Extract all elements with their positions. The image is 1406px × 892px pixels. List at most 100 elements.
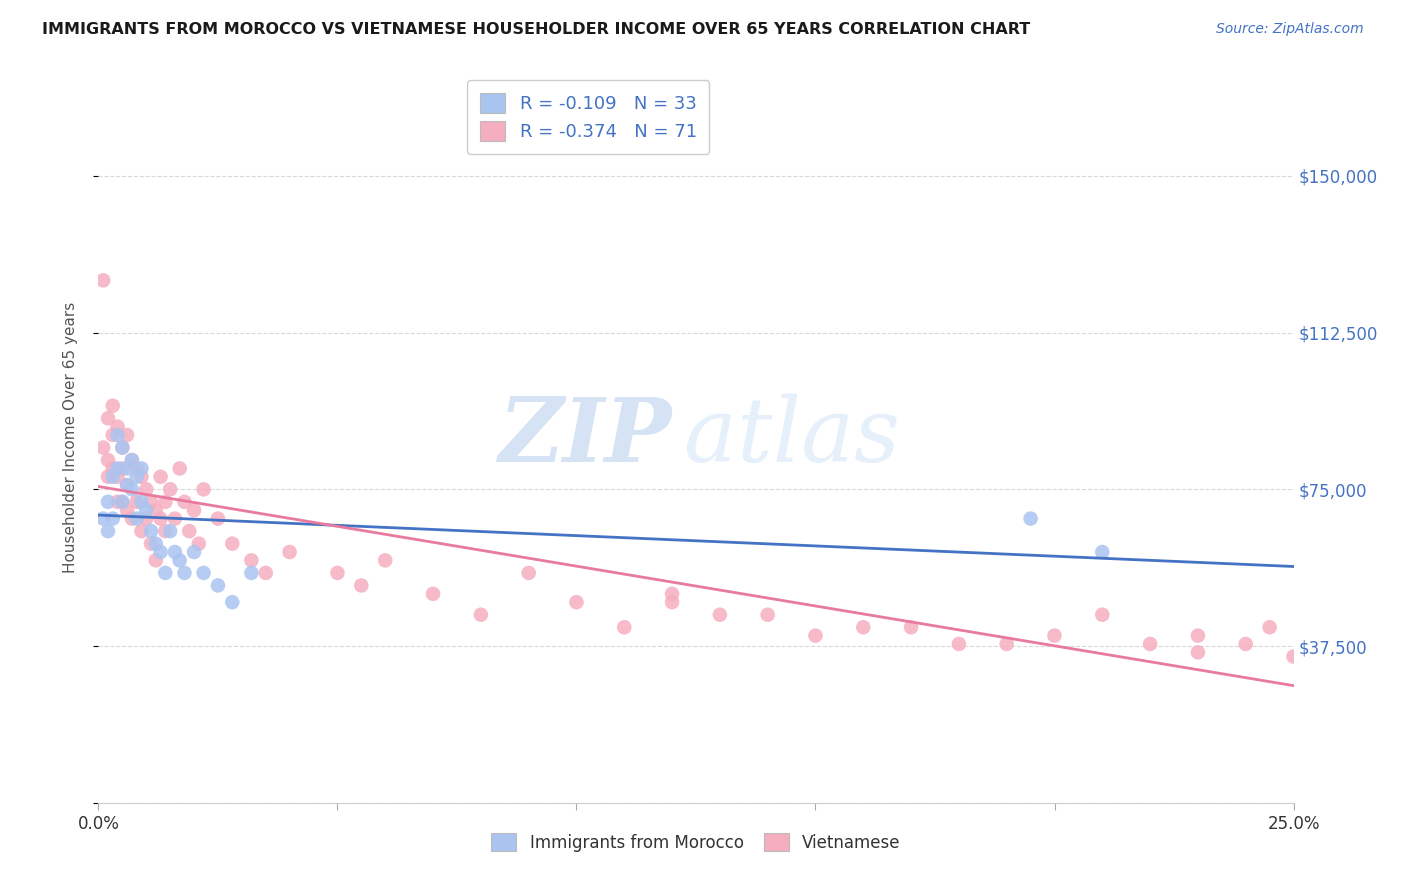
Point	[111, 441, 134, 455]
Point	[139, 536, 162, 550]
Point	[422, 587, 444, 601]
Point	[101, 428, 124, 442]
Point	[115, 428, 138, 442]
Legend: Immigrants from Morocco, Vietnamese: Immigrants from Morocco, Vietnamese	[484, 825, 908, 860]
Point	[125, 470, 148, 484]
Point	[517, 566, 540, 580]
Point	[374, 553, 396, 567]
Point	[125, 511, 148, 525]
Point	[1187, 645, 1209, 659]
Point	[326, 566, 349, 580]
Point	[107, 428, 129, 442]
Point	[97, 495, 120, 509]
Point	[183, 545, 205, 559]
Point	[121, 511, 143, 525]
Point	[115, 478, 138, 492]
Point	[97, 453, 120, 467]
Point	[111, 495, 134, 509]
Point	[852, 620, 875, 634]
Point	[135, 483, 157, 497]
Point	[169, 553, 191, 567]
Point	[756, 607, 779, 622]
Point	[173, 566, 195, 580]
Point	[155, 566, 177, 580]
Point	[115, 503, 138, 517]
Point	[1091, 545, 1114, 559]
Point	[159, 483, 181, 497]
Point	[97, 411, 120, 425]
Point	[139, 524, 162, 538]
Point	[101, 470, 124, 484]
Point	[179, 524, 201, 538]
Point	[1043, 629, 1066, 643]
Point	[1019, 511, 1042, 525]
Point	[207, 578, 229, 592]
Point	[149, 545, 172, 559]
Point	[107, 470, 129, 484]
Point	[145, 503, 167, 517]
Point	[254, 566, 277, 580]
Point	[995, 637, 1018, 651]
Point	[121, 453, 143, 467]
Point	[101, 511, 124, 525]
Point	[661, 595, 683, 609]
Text: Source: ZipAtlas.com: Source: ZipAtlas.com	[1216, 22, 1364, 37]
Point	[131, 495, 153, 509]
Point	[101, 461, 124, 475]
Point	[1258, 620, 1281, 634]
Point	[470, 607, 492, 622]
Point	[145, 536, 167, 550]
Point	[278, 545, 301, 559]
Point	[804, 629, 827, 643]
Point	[240, 553, 263, 567]
Point	[1139, 637, 1161, 651]
Point	[107, 461, 129, 475]
Point	[121, 453, 143, 467]
Point	[135, 503, 157, 517]
Point	[661, 587, 683, 601]
Point	[948, 637, 970, 651]
Point	[565, 595, 588, 609]
Point	[155, 495, 177, 509]
Point	[221, 536, 243, 550]
Point	[97, 524, 120, 538]
Point	[91, 441, 114, 455]
Point	[111, 461, 134, 475]
Point	[101, 399, 124, 413]
Point	[169, 461, 191, 475]
Point	[193, 566, 215, 580]
Point	[709, 607, 731, 622]
Point	[240, 566, 263, 580]
Point	[1187, 629, 1209, 643]
Point	[97, 470, 120, 484]
Point	[900, 620, 922, 634]
Point	[350, 578, 373, 592]
Point	[221, 595, 243, 609]
Point	[163, 545, 186, 559]
Point	[115, 478, 138, 492]
Point	[107, 495, 129, 509]
Point	[125, 495, 148, 509]
Point	[91, 511, 114, 525]
Point	[125, 461, 148, 475]
Point	[149, 511, 172, 525]
Point	[1234, 637, 1257, 651]
Y-axis label: Householder Income Over 65 years: Householder Income Over 65 years	[63, 301, 77, 573]
Point	[121, 483, 143, 497]
Text: atlas: atlas	[685, 393, 900, 481]
Point	[111, 441, 134, 455]
Point	[135, 511, 157, 525]
Text: ZIP: ZIP	[499, 394, 672, 480]
Point	[111, 495, 134, 509]
Point	[131, 524, 153, 538]
Point	[1091, 607, 1114, 622]
Point	[159, 524, 181, 538]
Point	[207, 511, 229, 525]
Point	[91, 273, 114, 287]
Point	[149, 470, 172, 484]
Point	[1282, 649, 1305, 664]
Point	[131, 470, 153, 484]
Point	[155, 524, 177, 538]
Point	[139, 495, 162, 509]
Point	[163, 511, 186, 525]
